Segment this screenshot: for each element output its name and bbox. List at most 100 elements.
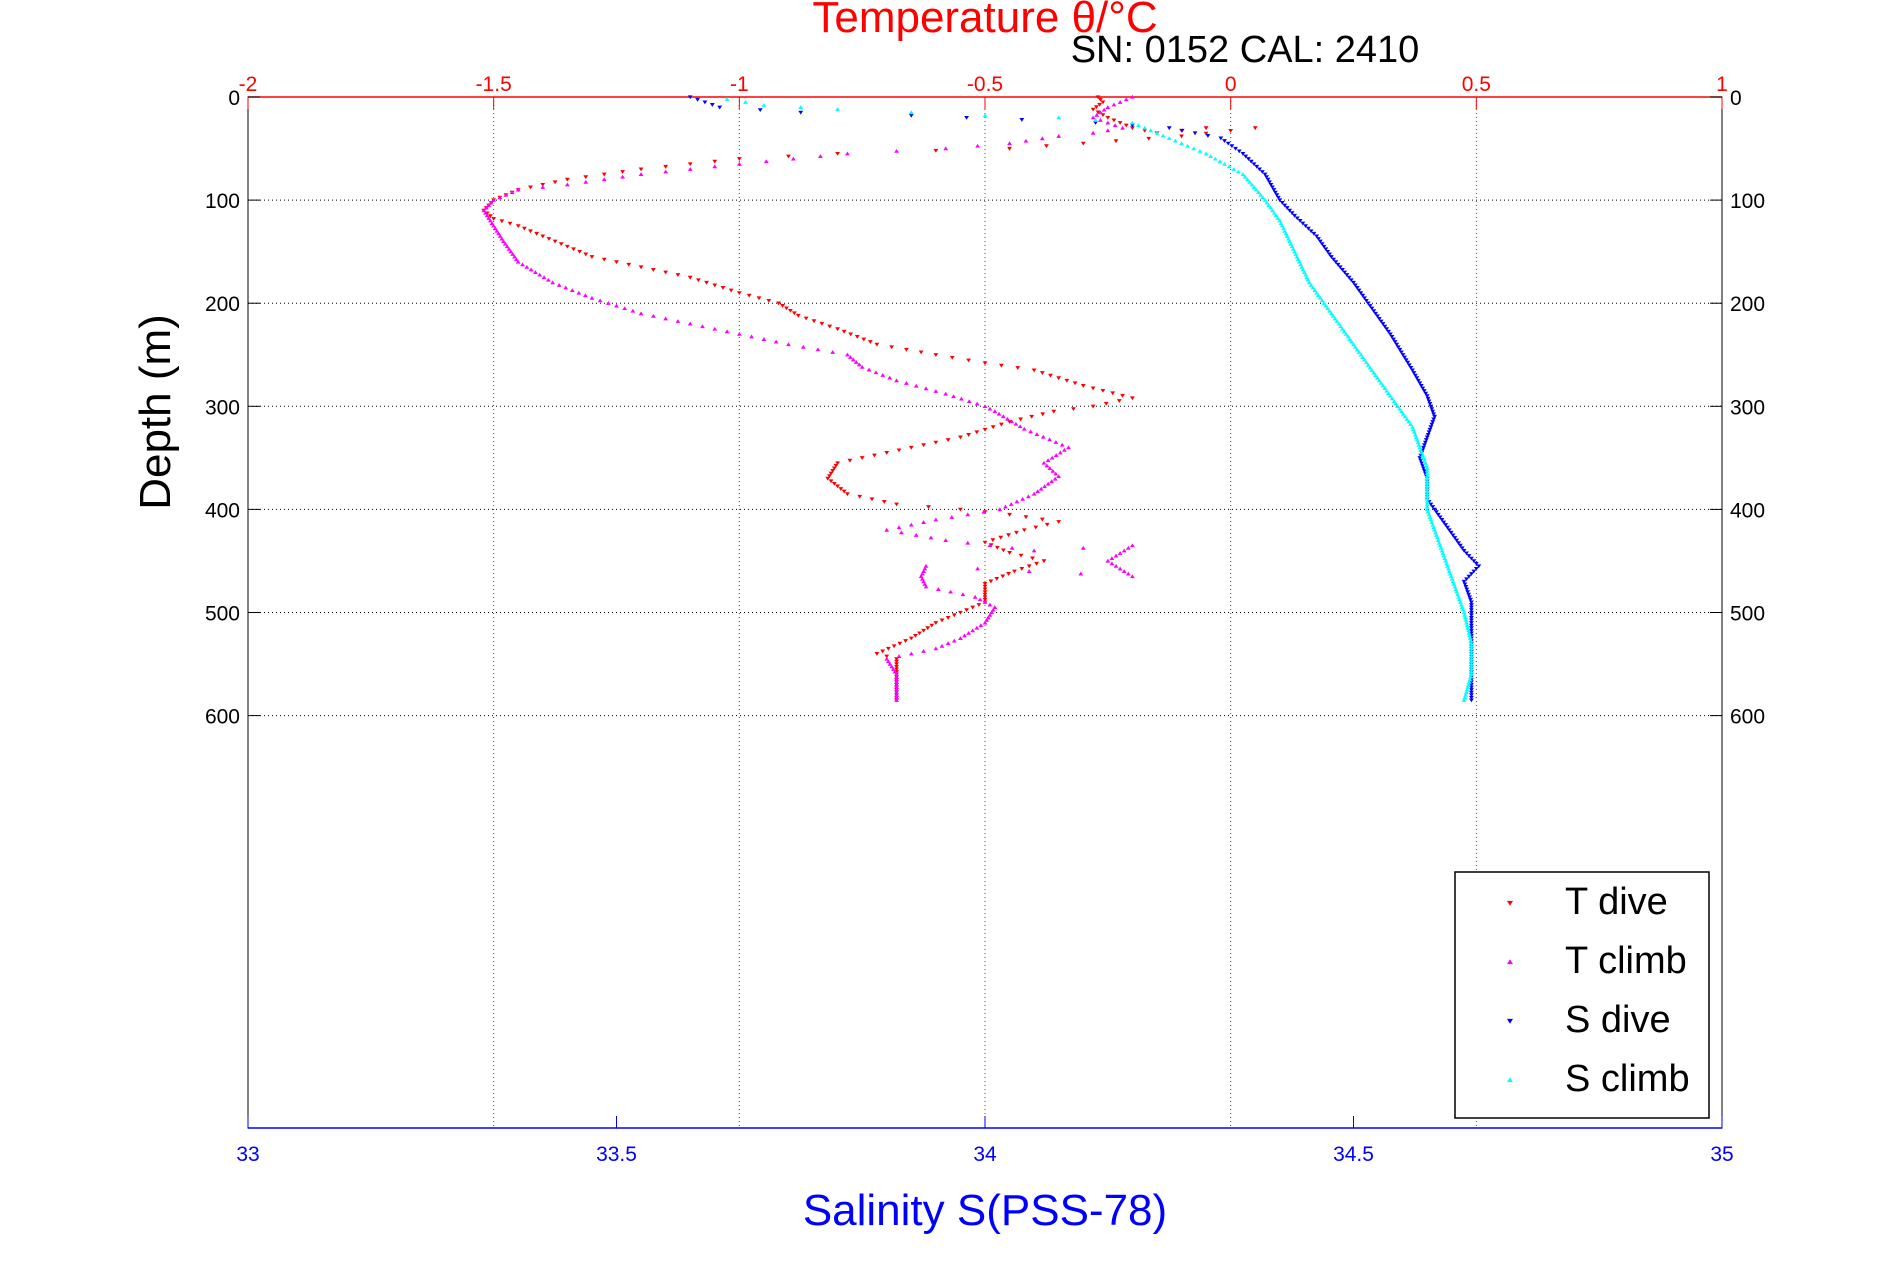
data-point [1427,402,1433,406]
data-point [687,167,693,171]
data-point [943,391,949,396]
data-point [1408,365,1414,370]
data-point [1142,128,1148,133]
data-point [1130,120,1135,125]
data-point [496,231,501,236]
data-point [1218,136,1224,141]
data-point [1121,548,1127,553]
data-point [1362,357,1367,362]
data-point [724,96,730,101]
data-point [1439,518,1445,522]
data-point [1340,268,1345,272]
data-point [1469,608,1474,613]
data-point [1094,112,1100,117]
data-point [1328,255,1334,259]
data-point [786,342,791,347]
data-point [1380,322,1386,326]
data-point [972,594,978,599]
data-point [1040,434,1046,439]
data-point [704,280,709,285]
data-point [1160,133,1166,138]
data-point [1347,337,1353,341]
data-point [492,226,498,231]
data-point [874,652,880,656]
data-point [1028,429,1034,434]
data-point [1095,110,1101,115]
data-point [1414,437,1420,442]
data-point [700,324,705,329]
data-point [1258,192,1264,197]
data-point [509,190,515,195]
data-point [1289,244,1295,249]
data-point [1105,128,1111,133]
data-point [998,535,1004,540]
data-point [1287,208,1293,213]
data-point [1397,406,1402,411]
data-point [1039,517,1045,522]
data-point [828,479,834,484]
data-point [1465,590,1471,595]
data-point [835,484,840,489]
data-point [985,615,991,620]
data-point [989,610,994,615]
data-point [1469,664,1474,669]
data-point [933,517,939,522]
data-point [1125,545,1131,550]
data-point [1319,242,1325,247]
data-point [1136,123,1141,128]
chart-title: Temperature θ/°C [812,0,1157,42]
data-point [1424,502,1430,506]
data-point [487,218,493,223]
data-point [605,301,611,305]
data-point [1336,321,1342,326]
data-point [1273,213,1279,218]
data-point [894,690,899,695]
data-point [1378,319,1384,324]
data-point [923,563,929,568]
data-point [499,236,505,241]
data-point [773,339,779,344]
data-point [1424,484,1430,488]
data-point [845,492,850,497]
data-point [894,677,899,682]
data-point [1431,417,1437,422]
data-point [1303,224,1308,229]
data-point [1279,223,1285,228]
data-point [1208,154,1214,158]
data-point [728,288,734,293]
data-point [1306,280,1312,285]
data-point [1431,412,1437,417]
data-point [1040,412,1046,417]
data-point [1424,468,1430,473]
data-point [1432,527,1437,532]
data-point [1380,383,1386,388]
data-point [1100,100,1106,105]
data-point [926,505,931,509]
data-point [831,481,837,486]
data-point [1007,141,1012,146]
data-point [1007,512,1012,517]
data-point [896,525,902,530]
data-point [925,626,931,631]
data-point [889,664,895,669]
data-point [1179,134,1184,139]
data-point [1284,234,1290,238]
data-point [945,641,951,646]
series-s-dive [687,95,1482,703]
data-point [1395,404,1401,408]
data-point [1464,577,1469,582]
data-point [1375,314,1380,319]
data-point [1452,584,1458,589]
data-point [1321,301,1327,305]
data-point [1424,494,1430,499]
data-point [970,605,976,610]
data-point [1130,94,1135,99]
data-point [894,687,899,692]
data-point [854,335,860,339]
data-point [1044,522,1050,527]
data-point [1469,600,1474,605]
data-point [913,383,919,388]
data-point [1349,339,1355,344]
data-point [1271,210,1277,215]
data-point [1090,130,1096,135]
